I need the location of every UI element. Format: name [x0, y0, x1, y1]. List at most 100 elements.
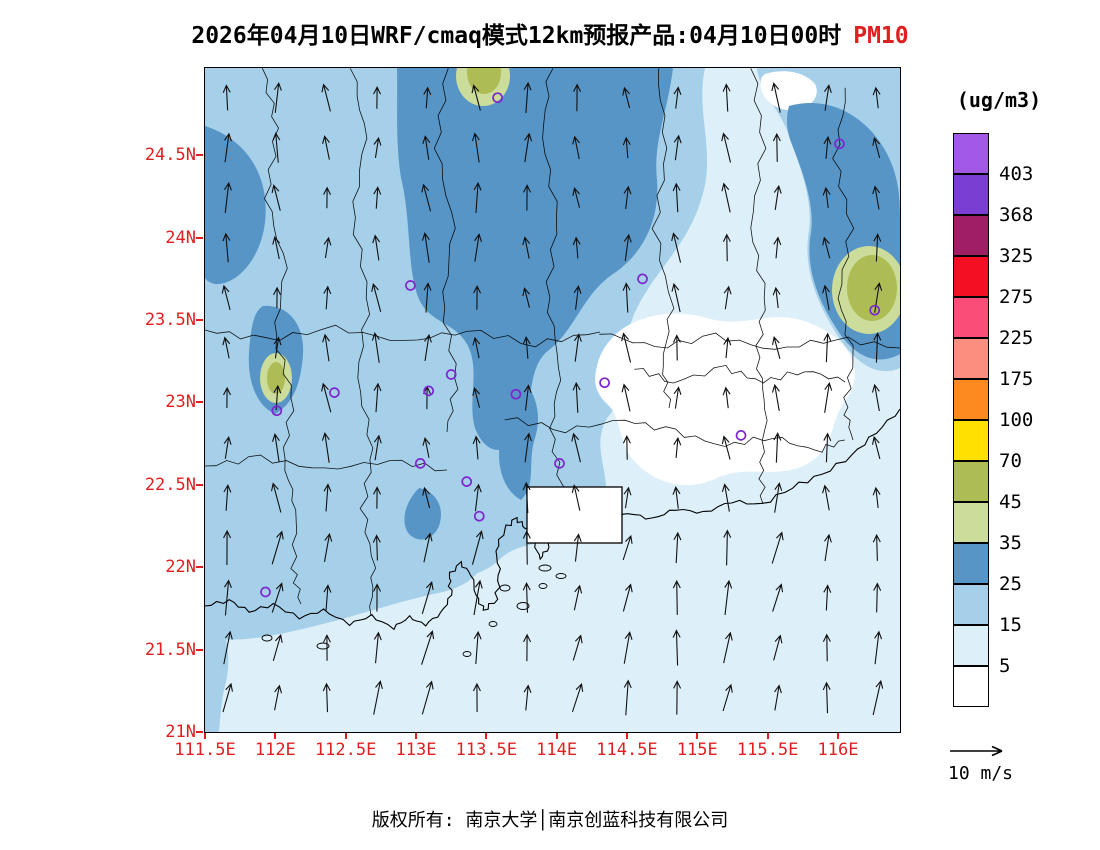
- lat-tick-label: 21.5N: [144, 639, 196, 660]
- wind-arrow: [774, 482, 783, 513]
- wind-arrow: [622, 434, 631, 460]
- wind-arrow: [723, 529, 732, 566]
- island: [538, 583, 548, 589]
- lat-tick-label: 23N: [165, 392, 196, 413]
- wind-arrow: [671, 232, 682, 263]
- wind-arrow: [771, 82, 781, 113]
- wind-arrow: [422, 436, 431, 458]
- wind-arrow: [571, 682, 584, 713]
- wind-arrow: [523, 384, 532, 411]
- lon-tick-mark: [485, 733, 488, 739]
- colorbar-cell: [953, 543, 989, 584]
- wind-arrow: [421, 232, 430, 263]
- wind-arrow: [522, 530, 531, 565]
- lon-tick-mark: [414, 733, 417, 739]
- colorbar-tick-label: 225: [999, 327, 1034, 349]
- province-boundary: [634, 364, 846, 384]
- colorbar-tick-label: 5: [999, 655, 1011, 677]
- wind-arrow: [623, 631, 633, 664]
- station-marker: [423, 385, 435, 397]
- wind-arrow: [473, 579, 483, 616]
- lon-tick-label: 115E: [676, 740, 718, 760]
- wind-arrow: [224, 132, 232, 163]
- wind-arrow: [321, 83, 331, 112]
- wind-arrow: [723, 631, 733, 664]
- wind-arrow: [872, 185, 881, 210]
- lon-tick-mark: [344, 733, 347, 739]
- wind-arrow: [822, 681, 831, 714]
- wind-arrow: [572, 187, 581, 208]
- wind-arrow: [872, 86, 881, 109]
- wind-arrow: [621, 383, 631, 412]
- wind-arrow: [471, 84, 481, 111]
- wind-arrow: [773, 236, 782, 259]
- colorbar-tick-label: 325: [999, 245, 1034, 267]
- wind-arrow: [322, 682, 331, 713]
- wind-arrow: [372, 534, 381, 561]
- colorbar-cell: [953, 215, 989, 256]
- lat-tick-mark: [196, 236, 203, 239]
- island: [499, 584, 511, 592]
- lon-tick-mark: [696, 733, 699, 739]
- wind-arrow: [571, 484, 581, 511]
- wind-arrow: [722, 83, 731, 112]
- title-text: 2026年04月10日WRF/cmaq模式12km预报产品:04月10日00时: [191, 23, 842, 49]
- station-marker: [329, 387, 340, 398]
- wind-arrow: [623, 486, 632, 509]
- colorbar-tick-label: 70: [999, 450, 1022, 472]
- wind-arrow: [323, 483, 332, 512]
- province-boundary: [651, 68, 675, 409]
- wind-arrow: [724, 579, 733, 616]
- wind-arrow: [274, 684, 283, 711]
- wind-arrow: [522, 581, 531, 613]
- wind-arrow: [672, 629, 681, 666]
- colorbar-tick-label: 403: [999, 163, 1034, 185]
- wind-arrow: [272, 132, 281, 163]
- lat-tick-mark: [196, 483, 203, 486]
- province-boundary: [599, 332, 900, 350]
- lon-tick-label: 112E: [254, 740, 296, 760]
- wind-arrow: [823, 84, 832, 111]
- wind-arrow: [421, 581, 434, 614]
- lon-tick-mark: [274, 733, 277, 739]
- wind-arrow: [672, 182, 681, 213]
- station-marker: [260, 586, 271, 598]
- wind-arrow: [673, 86, 682, 109]
- province-boundary: [504, 417, 846, 453]
- wind-arrow: [622, 136, 631, 159]
- wind-arrow: [773, 634, 783, 661]
- province-boundary: [750, 68, 768, 505]
- wind-arrow: [822, 284, 830, 311]
- colorbar-cell: [953, 420, 989, 461]
- wind-arrow: [773, 184, 782, 210]
- wind-arrow: [822, 186, 831, 208]
- wind-arrow: [823, 432, 832, 463]
- title-species: PM10: [853, 23, 909, 49]
- wind-arrow: [622, 86, 631, 109]
- island: [516, 602, 530, 610]
- station-marker: [510, 388, 522, 400]
- wind-arrow: [223, 181, 232, 213]
- wind-arrow: [223, 529, 232, 566]
- wind-arrow: [322, 135, 330, 160]
- wind-arrow: [471, 132, 480, 163]
- wind-arrow: [523, 184, 532, 211]
- lon-tick-mark: [836, 733, 839, 739]
- wind-arrow: [222, 84, 231, 111]
- wind-arrow: [721, 132, 732, 163]
- wind-arrow: [774, 684, 782, 711]
- colorbar-tick-label: 15: [999, 614, 1022, 636]
- wind-arrow: [322, 333, 330, 362]
- wind-arrow: [622, 583, 633, 612]
- lon-tick-mark: [555, 733, 558, 739]
- colorbar-tick-label: 175: [999, 368, 1034, 390]
- wind-arrow: [222, 232, 231, 263]
- wind-arrow: [872, 533, 881, 561]
- island: [555, 573, 567, 579]
- wind-arrow: [223, 630, 233, 665]
- station-marker: [869, 304, 881, 316]
- wind-arrow: [623, 679, 632, 716]
- wind-arrow: [223, 436, 232, 459]
- wind-arrow: [472, 435, 481, 460]
